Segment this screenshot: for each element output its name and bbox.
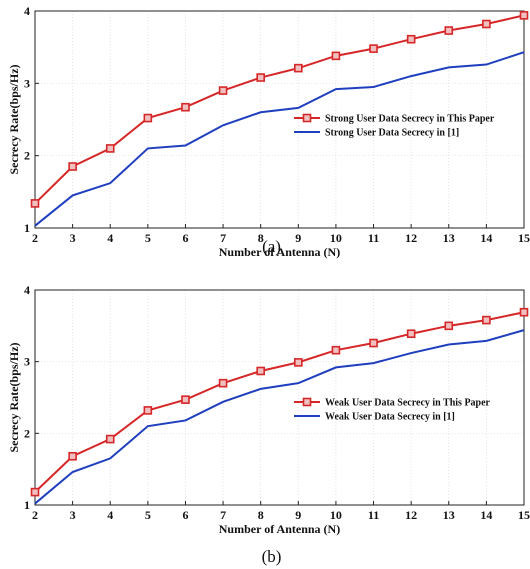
x-tick-label: 4 [107,508,113,522]
data-point [32,200,39,207]
x-tick-label: 11 [368,508,379,522]
legend-entry: Weak User Data Secrecy in This Paper [325,398,491,409]
x-axis-label: Number of Antenna (N) [219,522,340,536]
data-point [295,65,302,72]
data-point [408,36,415,43]
y-axis-label: Secrecy Rate(bps/Hz) [7,342,21,452]
x-tick-label: 2 [32,231,38,245]
x-tick-label: 13 [443,508,455,522]
y-tick-label: 1 [24,498,30,512]
data-point [257,367,264,374]
x-tick-label: 12 [405,231,417,245]
x-tick-label: 14 [480,231,492,245]
data-point [295,359,302,366]
legend-entry: Strong User Data Secrecy in [1] [325,128,459,139]
x-tick-label: 10 [330,508,342,522]
x-tick-label: 9 [295,508,301,522]
x-tick-label: 6 [182,508,188,522]
x-tick-label: 4 [107,231,113,245]
data-point [69,453,76,460]
data-point [408,330,415,337]
legend-marker [304,115,311,122]
data-point [370,340,377,347]
data-point [332,347,339,354]
y-tick-label: 4 [24,4,30,18]
data-point [69,163,76,170]
x-tick-label: 15 [518,231,530,245]
data-point [182,396,189,403]
data-point [483,21,490,28]
x-tick-label: 8 [258,508,264,522]
y-tick-label: 3 [24,76,30,90]
x-tick-label: 3 [70,231,76,245]
y-tick-label: 3 [24,355,30,369]
data-point [220,380,227,387]
legend-entry: Weak User Data Secrecy in [1] [325,412,455,423]
data-point [445,27,452,34]
x-tick-label: 5 [145,231,151,245]
data-point [144,115,151,122]
data-point [220,87,227,94]
x-tick-label: 9 [295,231,301,245]
data-point [144,407,151,414]
x-tick-label: 11 [368,231,379,245]
x-tick-label: 6 [182,231,188,245]
x-tick-label: 7 [220,508,226,522]
data-point [257,74,264,81]
x-tick-label: 2 [32,508,38,522]
x-tick-label: 7 [220,231,226,245]
data-point [182,104,189,111]
data-point [521,309,528,316]
data-point [445,322,452,329]
y-tick-label: 4 [24,283,30,297]
panel-caption: (b) [262,547,282,566]
data-point [107,145,114,152]
x-tick-label: 15 [518,508,530,522]
data-point [370,45,377,52]
data-point [107,436,114,443]
x-tick-label: 5 [145,508,151,522]
y-tick-label: 2 [24,426,30,440]
x-tick-label: 14 [480,508,492,522]
y-axis-label: Secrecy Rate(bps/Hz) [7,64,21,174]
panel-caption: (a) [262,237,281,256]
data-point [483,317,490,324]
y-tick-label: 2 [24,149,30,163]
y-tick-label: 1 [24,221,30,235]
x-tick-label: 12 [405,508,417,522]
legend-marker [304,399,311,406]
x-tick-label: 13 [443,231,455,245]
data-point [521,12,528,19]
x-tick-label: 3 [70,508,76,522]
legend-entry: Strong User Data Secrecy in This Paper [325,114,495,125]
x-tick-label: 10 [330,231,342,245]
data-point [32,489,39,496]
data-point [332,52,339,59]
